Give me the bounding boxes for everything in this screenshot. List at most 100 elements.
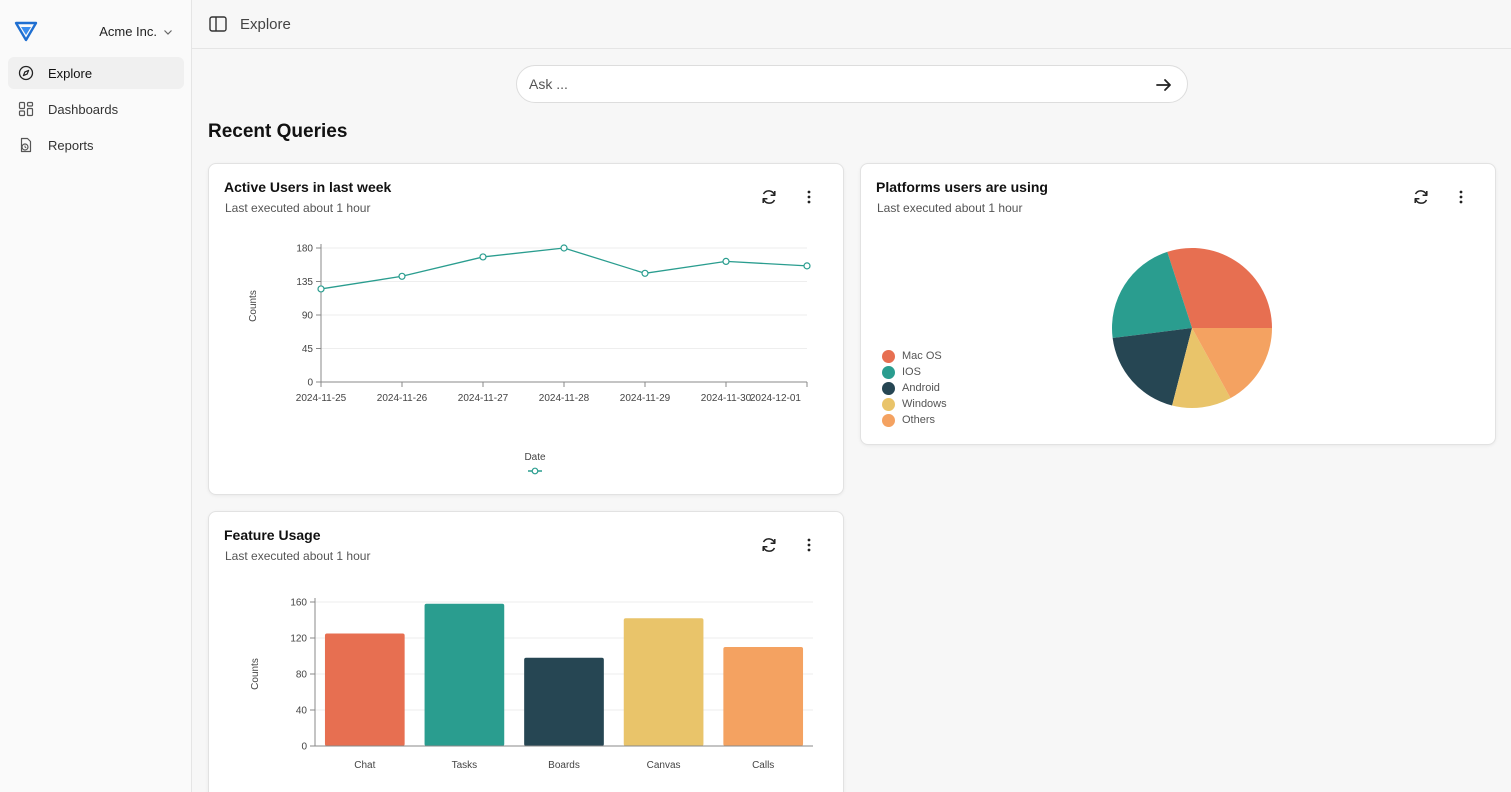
x-tick-label: Calls (752, 760, 774, 771)
x-tick-label: Boards (548, 760, 580, 771)
y-tick-label: 80 (296, 670, 308, 681)
chevron-down-icon (164, 29, 172, 35)
bar (424, 603, 505, 746)
sidebar-item-label: Explore (48, 65, 93, 81)
active-users-card: 0 45 90 135 180 2024-11-25 2024-11-26 2024-11-2… (208, 163, 844, 495)
x-tick-label: 2024-11-25 (296, 393, 347, 404)
data-point (560, 244, 568, 252)
section-title: Recent Queries (208, 121, 348, 142)
dashboard-grid-icon (18, 101, 34, 117)
y-axis-label: Counts (248, 290, 259, 322)
platforms-pie-chart (1112, 248, 1272, 408)
pie-slice (1167, 248, 1272, 328)
y-axis-label: Counts (250, 658, 261, 690)
data-point (803, 262, 811, 270)
x-tick-label: Tasks (452, 760, 478, 771)
pie-slice (1112, 328, 1192, 406)
card-subtitle: Last executed about 1 hour (877, 201, 1023, 215)
bar (524, 657, 604, 746)
legend-swatch (882, 413, 895, 427)
bar (623, 618, 704, 746)
card-title: Feature Usage (224, 527, 321, 543)
y-tick-label: 120 (290, 634, 307, 645)
sidebar-item-label: Reports (48, 137, 94, 153)
legend-marker (531, 467, 539, 475)
x-tick-label: 2024-11-29 (620, 393, 671, 404)
data-point (398, 272, 406, 280)
platforms-card: Platforms users are using Last executed … (860, 163, 1496, 445)
refresh-icon[interactable] (760, 536, 778, 554)
legend-label: Others (902, 414, 936, 426)
sidebar-item-explore[interactable]: Explore (8, 57, 184, 89)
legend-item: Others (882, 412, 947, 428)
data-point (479, 253, 487, 261)
breadcrumb: Explore (240, 16, 291, 33)
legend-item: Mac OS (882, 348, 947, 364)
x-tick-label: 2024-11-30 (701, 393, 752, 404)
sidebar-toggle-icon[interactable] (209, 16, 227, 32)
series-line (320, 247, 808, 290)
sidebar: Acme Inc. Explore Dashboards Reports (0, 0, 192, 792)
more-vertical-icon[interactable] (1452, 188, 1470, 206)
bar (324, 633, 405, 746)
x-tick-label: 2024-11-28 (539, 393, 590, 404)
legend-item: Windows (882, 396, 947, 412)
pie-slice (1172, 328, 1231, 408)
y-tick-label: 160 (290, 598, 307, 609)
x-tick-label: 2024-12-01 (750, 393, 802, 404)
x-tick-label: Chat (354, 760, 375, 771)
legend-item: IOS (882, 364, 947, 380)
y-tick-label: 0 (307, 378, 313, 389)
y-tick-label: 135 (296, 277, 313, 288)
bar (723, 647, 804, 746)
active-users-line-chart: 0 45 90 135 180 2024-11-25 2024-11-26 2024-11-2… (248, 244, 811, 475)
legend-label: Windows (902, 398, 947, 410)
legend-swatch (882, 381, 895, 395)
x-tick-label: 2024-11-27 (458, 393, 509, 404)
feature-usage-bar-chart: 0 40 80 120 160 Chat Tasks Boards Canvas Calls Cou… (250, 598, 813, 771)
legend-item: Android (882, 380, 947, 396)
sidebar-item-dashboards[interactable]: Dashboards (8, 93, 184, 125)
more-vertical-icon[interactable] (800, 536, 818, 554)
legend-label: IOS (902, 366, 921, 378)
y-tick-label: 90 (302, 311, 314, 322)
legend-label: Android (902, 382, 940, 394)
data-point (722, 257, 730, 266)
pie-slice (1112, 251, 1192, 339)
top-bar: Explore (192, 0, 1511, 49)
pie-slice (1192, 328, 1272, 399)
x-tick-label: 2024-11-26 (377, 393, 428, 404)
ask-input[interactable] (529, 74, 1129, 94)
x-tick-label: Canvas (647, 760, 681, 771)
logo-icon (14, 21, 38, 42)
y-tick-label: 40 (296, 706, 308, 717)
refresh-icon[interactable] (1412, 188, 1430, 206)
arrow-right-icon[interactable] (1155, 76, 1173, 94)
compass-icon (18, 65, 34, 81)
legend-swatch (882, 349, 895, 363)
data-point (641, 269, 649, 277)
y-tick-label: 45 (302, 344, 314, 355)
legend-swatch (882, 397, 895, 411)
brand-row: Acme Inc. (0, 0, 191, 56)
pie-legend: Mac OS IOS Android Windows Others (882, 348, 947, 428)
refresh-icon[interactable] (760, 188, 778, 206)
more-vertical-icon[interactable] (800, 188, 818, 206)
card-title: Active Users in last week (224, 179, 392, 195)
legend-label: Mac OS (902, 350, 942, 362)
org-name: Acme Inc. (99, 24, 157, 39)
ask-bar (516, 65, 1188, 103)
feature-usage-card: 0 40 80 120 160 Chat Tasks Boards Canvas Calls Cou… (208, 511, 844, 792)
card-title: Platforms users are using (876, 179, 1048, 195)
y-tick-label: 180 (296, 244, 313, 255)
org-switcher[interactable]: Acme Inc. (99, 24, 173, 39)
y-tick-label: 0 (301, 742, 307, 753)
sidebar-item-label: Dashboards (48, 101, 119, 117)
sidebar-nav: Explore Dashboards Reports (8, 57, 184, 165)
report-icon (20, 137, 32, 153)
sidebar-item-reports[interactable]: Reports (8, 129, 184, 161)
x-axis-label: Date (524, 452, 546, 463)
card-subtitle: Last executed about 1 hour (225, 549, 371, 563)
data-point (317, 285, 325, 293)
card-subtitle: Last executed about 1 hour (225, 201, 371, 215)
